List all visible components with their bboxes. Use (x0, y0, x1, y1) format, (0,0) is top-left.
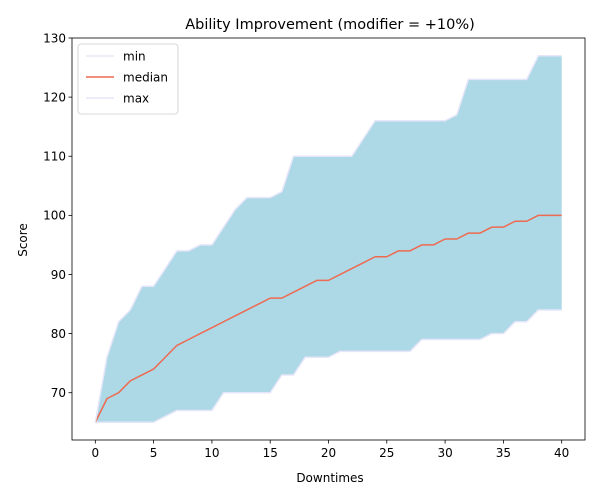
y-tick-label: 120 (43, 90, 66, 104)
min-max-band (95, 55, 562, 423)
y-tick-label: 100 (43, 209, 66, 223)
legend-label-max: max (123, 91, 149, 105)
series-line-median (94, 214, 562, 423)
x-tick-label: 10 (204, 446, 219, 460)
x-tick-label: 30 (437, 446, 452, 460)
legend-box (77, 43, 179, 115)
x-tick-label: 20 (321, 446, 336, 460)
x-axis-label: Downtimes (296, 471, 363, 485)
legend-label-min: min (123, 49, 146, 63)
plot-area (94, 54, 562, 424)
x-tick-label: 35 (496, 446, 511, 460)
x-tick-label: 40 (554, 446, 569, 460)
legend: min median max (77, 43, 179, 115)
x-tick-label: 0 (91, 446, 99, 460)
y-tick-label: 80 (51, 327, 66, 341)
y-tick-label: 130 (43, 31, 66, 45)
legend-label-median: median (123, 70, 168, 84)
y-tick-label: 90 (51, 268, 66, 282)
y-axis-label: Score (16, 223, 30, 257)
series-line-max (94, 54, 562, 423)
axes: 0 5 10 15 20 25 30 35 40 70 80 90 100 110 120 130 (43, 31, 586, 460)
x-tick-label: 5 (150, 446, 158, 460)
series-line-min (95, 309, 562, 424)
chart-title: Ability Improvement (modifier = +10%) (185, 17, 475, 33)
y-tick-label: 110 (43, 150, 66, 164)
x-tick-label: 25 (379, 446, 394, 460)
x-tick-label: 15 (263, 446, 278, 460)
y-tick-label: 70 (51, 386, 66, 400)
